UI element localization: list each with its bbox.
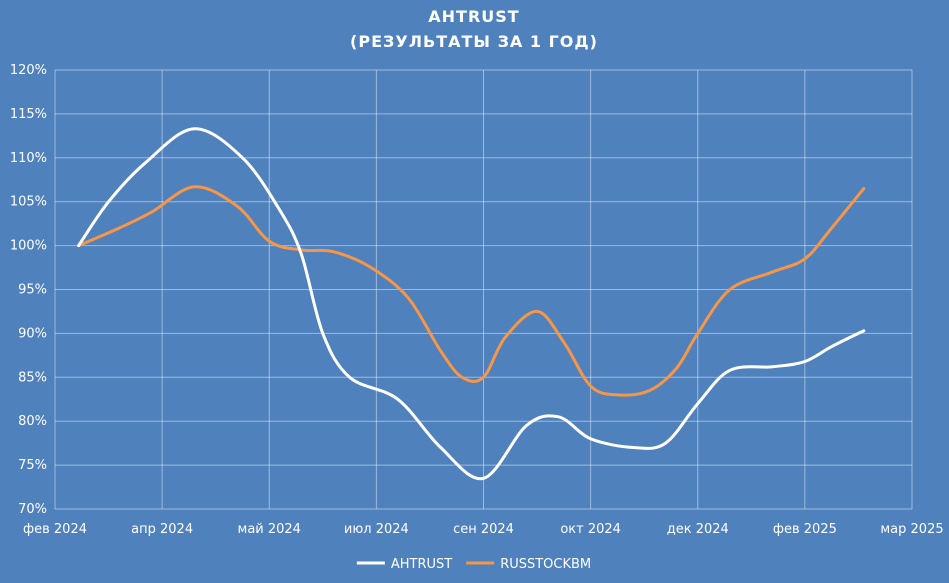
legend-label-ahtrust: AHTRUST xyxy=(391,557,452,572)
y-tick-label: 90% xyxy=(18,326,47,341)
x-tick-label: апр 2024 xyxy=(131,522,193,537)
series-line-russtockbm xyxy=(77,185,866,397)
x-tick-label: июл 2024 xyxy=(344,522,409,537)
x-axis: фев 2024 апр 2024 май 2024 июл 2024 сен 2024… xyxy=(23,522,944,537)
x-tick-label: фев 2025 xyxy=(773,522,837,537)
x-tick-label: май 2024 xyxy=(238,522,301,537)
series-line-ahtrust xyxy=(77,127,866,481)
y-tick-label: 85% xyxy=(18,370,47,385)
y-tick-label: 115% xyxy=(10,107,47,122)
plot-area xyxy=(77,127,866,481)
y-tick-label: 95% xyxy=(18,283,47,298)
y-axis: 70% 75% 80% 85% 90% 95% 100% 105% 110% 115% 120% xyxy=(10,63,47,517)
chart-title: AHTRUST xyxy=(428,7,519,26)
x-tick-label: мар 2025 xyxy=(880,522,943,537)
y-tick-label: 80% xyxy=(18,414,47,429)
legend-label-russtockbm: RUSSTOCKBM xyxy=(500,557,591,572)
y-tick-label: 110% xyxy=(10,151,47,166)
legend: AHTRUST RUSSTOCKBM xyxy=(356,557,591,572)
y-tick-label: 105% xyxy=(10,195,47,210)
x-tick-label: фев 2024 xyxy=(23,522,87,537)
x-tick-label: сен 2024 xyxy=(453,522,514,537)
y-tick-label: 100% xyxy=(10,239,47,254)
x-tick-label: дек 2024 xyxy=(667,522,729,537)
y-tick-label: 75% xyxy=(18,458,47,473)
y-tick-label: 70% xyxy=(18,502,47,517)
grid xyxy=(54,69,913,510)
y-tick-label: 120% xyxy=(10,63,47,78)
x-tick-label: окт 2024 xyxy=(560,522,621,537)
chart-subtitle: (РЕЗУЛЬТАТЫ ЗА 1 ГОД) xyxy=(350,32,598,51)
